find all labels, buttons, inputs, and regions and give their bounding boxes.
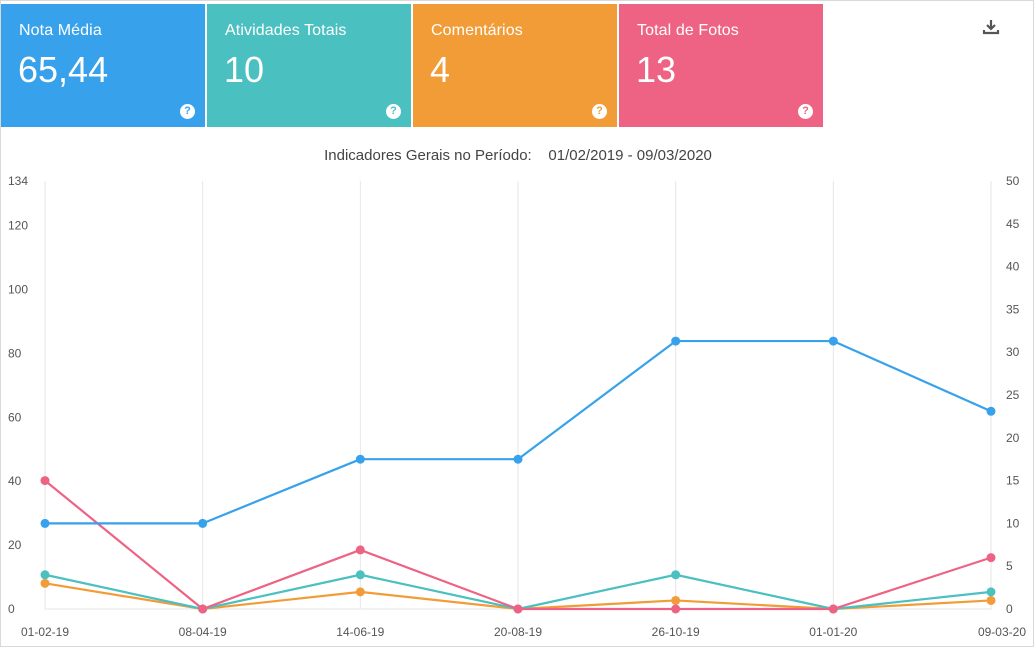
y-left-tick-label: 40 <box>8 474 22 488</box>
y-right-tick-label: 5 <box>1006 559 1013 573</box>
y-right-tick-label: 35 <box>1006 302 1020 316</box>
y-right-tick-label: 50 <box>1006 174 1020 188</box>
y-left-tick-label: 0 <box>8 602 15 616</box>
series-point <box>986 595 996 605</box>
card-label: Nota Média <box>19 22 102 39</box>
series-point <box>986 553 996 563</box>
series-point <box>671 570 681 580</box>
x-tick-label: 14-06-19 <box>336 625 384 639</box>
y-right-tick-label: 45 <box>1006 217 1020 231</box>
x-tick-label: 01-02-19 <box>21 625 69 639</box>
series-point <box>40 476 50 486</box>
series-point <box>671 595 681 605</box>
card-nota-media[interactable]: Nota Média 65,44 ? <box>1 4 205 127</box>
card-value: 10 <box>224 49 265 90</box>
series-point <box>671 604 681 614</box>
series-point <box>355 587 365 597</box>
x-tick-label: 01-01-20 <box>809 625 857 639</box>
series-point <box>40 570 50 580</box>
y-right-tick-label: 15 <box>1006 474 1020 488</box>
y-left-tick-label: 134 <box>8 174 28 188</box>
y-right-tick-label: 30 <box>1006 345 1020 359</box>
series-point <box>355 454 365 464</box>
series-point <box>198 604 208 614</box>
series-point <box>40 518 50 528</box>
card-atividades-totais[interactable]: Atividades Totais 10 ? <box>207 4 411 127</box>
x-tick-label: 20-08-19 <box>494 625 542 639</box>
y-left-tick-label: 60 <box>8 410 22 424</box>
card-label: Atividades Totais <box>225 22 347 39</box>
question-circle-icon[interactable]: ? <box>386 104 401 119</box>
y-left-tick-label: 100 <box>8 283 28 297</box>
y-right-tick-label: 40 <box>1006 260 1020 274</box>
y-right-tick-label: 10 <box>1006 516 1020 530</box>
y-left-tick-label: 80 <box>8 346 22 360</box>
series-point <box>986 587 996 597</box>
x-tick-label: 09-03-20 <box>978 625 1026 639</box>
card-value: 65,44 <box>18 49 109 90</box>
card-value: 13 <box>636 49 677 90</box>
series-point <box>671 336 681 346</box>
card-comentarios[interactable]: Comentários 4 ? <box>413 4 617 127</box>
series-point <box>355 545 365 555</box>
y-left-tick-label: 120 <box>8 219 28 233</box>
card-value: 4 <box>430 49 451 90</box>
card-label: Comentários <box>431 22 523 39</box>
series-point <box>355 570 365 580</box>
chart-title: Indicadores Gerais no Período: 01/02/201… <box>324 147 712 164</box>
series-point <box>40 578 50 588</box>
question-circle-icon[interactable]: ? <box>798 104 813 119</box>
question-circle-icon[interactable]: ? <box>180 104 195 119</box>
series-point <box>828 336 838 346</box>
card-label: Total de Fotos <box>637 22 739 39</box>
y-right-tick-label: 20 <box>1006 431 1020 445</box>
download-icon[interactable] <box>981 17 1001 37</box>
y-left-tick-label: 20 <box>8 538 22 552</box>
x-tick-label: 26-10-19 <box>652 625 700 639</box>
series-point <box>828 604 838 614</box>
series-point <box>198 518 208 528</box>
series-point <box>513 604 523 614</box>
y-right-tick-label: 0 <box>1006 602 1013 616</box>
question-circle-icon[interactable]: ? <box>592 104 607 119</box>
x-tick-label: 08-04-19 <box>179 625 227 639</box>
series-point <box>513 454 523 464</box>
card-total-de-fotos[interactable]: Total de Fotos 13 ? <box>619 4 823 127</box>
y-right-tick-label: 25 <box>1006 388 1020 402</box>
series-point <box>986 406 996 416</box>
